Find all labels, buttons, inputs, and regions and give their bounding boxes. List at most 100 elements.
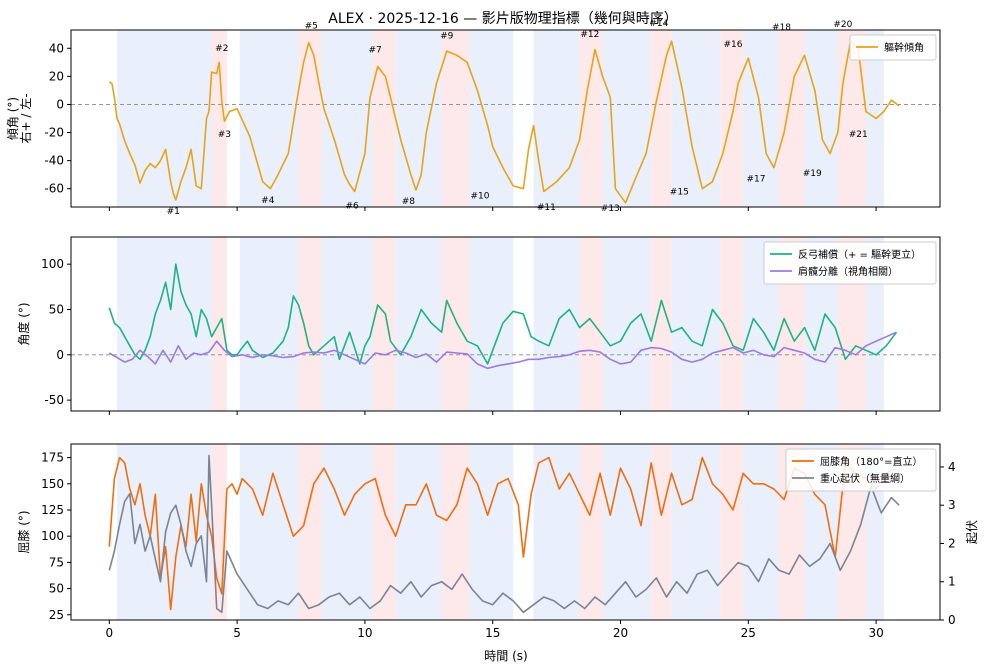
y2-tick-label: 4 <box>948 460 956 474</box>
y-tick-label: -60 <box>44 182 64 196</box>
peak-annotation: #5 <box>305 22 318 32</box>
shaded-region-pink <box>579 237 603 411</box>
shaded-region-pink <box>441 444 470 620</box>
y-tick-label: 20 <box>49 69 64 83</box>
shaded-region-blue <box>469 237 514 411</box>
shaded-region-blue <box>117 30 212 207</box>
peak-annotation: #2 <box>215 44 228 54</box>
peak-annotation: #11 <box>537 203 556 213</box>
series-line-2 <box>108 454 900 614</box>
y-axis-label: 傾角 (°) <box>6 97 20 140</box>
peak-annotation: #16 <box>723 40 742 50</box>
shaded-region-blue <box>239 30 299 207</box>
y2-tick-label: 0 <box>948 613 956 627</box>
x-tick-label: 0 <box>106 626 114 640</box>
y-tick-label: 100 <box>41 529 64 543</box>
peak-annotation: #12 <box>580 30 599 40</box>
shaded-region-pink <box>579 444 603 620</box>
shaded-region-pink <box>298 30 322 207</box>
shaded-region-blue <box>602 444 652 620</box>
peak-annotation: #17 <box>746 175 765 185</box>
y-tick-label: 100 <box>41 257 64 271</box>
y-tick-label: -50 <box>44 393 64 407</box>
y2-axis-label: 起伏 <box>965 520 979 544</box>
peak-annotation: #19 <box>803 169 822 179</box>
shaded-region-blue <box>671 237 721 411</box>
shaded-region-pink <box>579 30 603 207</box>
shaded-region-blue <box>469 444 514 620</box>
legend-box <box>763 241 937 285</box>
shaded-region-pink <box>720 237 744 411</box>
y-tick-label: 175 <box>41 451 64 465</box>
peak-annotation: #8 <box>402 197 416 207</box>
y2-tick-label: 2 <box>948 536 956 550</box>
y-tick-label: 75 <box>49 555 64 569</box>
shaded-region-blue <box>743 444 779 620</box>
x-tick-label: 10 <box>357 626 372 640</box>
peak-annotation: #1 <box>167 207 180 217</box>
panel-3: 0 5 10 15 20 25 30 175 150 125 100 75 50 25 0 1 2 3 4 起伏 屈膝 … <box>17 443 979 640</box>
legend-entry: 肩髖分離（視角相關） <box>798 265 898 278</box>
shaded-region-blue <box>671 30 721 207</box>
legend-entry: 軀幹傾角 <box>884 41 924 54</box>
series-line-1 <box>108 456 897 611</box>
shaded-region-blue <box>395 237 442 411</box>
shaded-region-pink <box>298 444 322 620</box>
x-tick-label: 25 <box>741 626 756 640</box>
y-tick-label: 50 <box>49 303 64 317</box>
shaded-region-pink <box>298 237 322 411</box>
panel-1: #1 #2 #3 #4 #5 #6 #7 #8 #9 #10 #11 #12 #13 #14 #15 #16 #… <box>6 19 941 217</box>
shaded-region-blue <box>321 30 373 207</box>
shaded-region-pink <box>651 30 672 207</box>
y-tick-label: -40 <box>44 154 64 168</box>
shaded-region-pink <box>372 444 396 620</box>
x-axis-label: 時間 (s) <box>484 649 527 663</box>
legend-box <box>849 34 937 61</box>
peak-annotation: #21 <box>849 130 868 140</box>
y-axis-label: 角度 (°) <box>16 302 31 345</box>
shaded-region-blue <box>239 444 299 620</box>
peak-annotation: #13 <box>601 204 620 214</box>
shaded-region-blue <box>117 237 212 411</box>
legend: 軀幹傾角 <box>849 34 937 61</box>
shaded-region-blue <box>804 30 838 207</box>
peak-annotation: #3 <box>218 130 231 140</box>
plot-frame <box>70 236 941 412</box>
shaded-region-blue <box>533 444 580 620</box>
x-tick-label: 20 <box>613 626 628 640</box>
plot-frame <box>70 443 941 621</box>
shaded-region-blue <box>321 237 373 411</box>
shaded-region-blue <box>395 30 442 207</box>
y2-tick-label: 1 <box>948 575 956 589</box>
x-tick-label: 30 <box>868 626 883 640</box>
shaded-region-pink <box>778 30 805 207</box>
y2-tick-label: 3 <box>948 498 956 512</box>
y-axis-label: 右+ / 左- <box>18 93 33 143</box>
peak-annotation: #18 <box>772 23 791 33</box>
y-tick-label: 150 <box>41 477 64 491</box>
y-tick-label: -20 <box>44 126 64 140</box>
peak-annotation: #4 <box>261 196 275 206</box>
legend-box <box>785 448 937 492</box>
series-line-2 <box>108 331 897 370</box>
y-axis-label: 屈膝 (°) <box>17 510 31 553</box>
shaded-region-pink <box>211 30 227 207</box>
x-tick-label: 5 <box>233 626 241 640</box>
peak-annotation: #10 <box>470 192 489 202</box>
panel-2: 100 50 0 -50 角度 (°) 反弓補償（+ = 驅幹更立） 肩髖分離（視角相關） <box>16 236 941 415</box>
shaded-region-blue <box>602 30 652 207</box>
y-tick-label: 125 <box>41 503 64 517</box>
y-tick-label: 0 <box>56 97 64 111</box>
x-tick-label: 15 <box>485 626 500 640</box>
peak-annotation: #6 <box>346 201 360 211</box>
shaded-region-pink <box>372 30 396 207</box>
shaded-region-pink <box>372 237 396 411</box>
peak-annotation: #7 <box>369 45 382 55</box>
legend: 反弓補償（+ = 驅幹更立） 肩髖分離（視角相關） <box>763 241 937 285</box>
shaded-region-pink <box>441 237 470 411</box>
legend-entry: 反弓補償（+ = 驅幹更立） <box>798 248 921 261</box>
y-tick-label: 25 <box>49 608 64 622</box>
series-line-1 <box>108 263 898 365</box>
shaded-region-blue <box>469 30 514 207</box>
y-tick-label: 0 <box>56 348 64 362</box>
